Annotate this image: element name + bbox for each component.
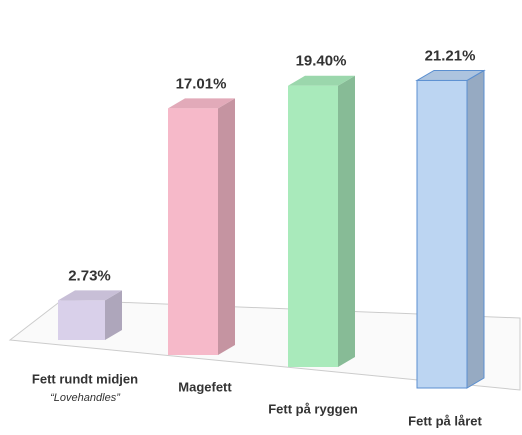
- bar-top: [168, 98, 235, 109]
- bar: [288, 75, 355, 367]
- value-label: 19.40%: [296, 53, 347, 70]
- bar-front: [288, 85, 338, 367]
- bar: [58, 290, 122, 340]
- value-label: 2.73%: [68, 267, 111, 284]
- bar: [168, 98, 235, 355]
- bar-side: [218, 98, 235, 355]
- category-label: Fett på låret: [408, 413, 482, 428]
- bar-top: [288, 75, 355, 86]
- bar: [415, 69, 486, 389]
- bar-side: [466, 69, 485, 389]
- bar-front: [58, 300, 105, 340]
- category-label: Fett på ryggen: [268, 401, 358, 416]
- bar-side: [338, 75, 355, 367]
- value-label: 17.01%: [176, 75, 227, 92]
- category-subtitle: “Lovehandles”: [50, 392, 121, 404]
- bar-side: [105, 290, 122, 340]
- bar-top: [58, 290, 122, 301]
- bar-front: [168, 108, 218, 355]
- category-label: Magefett: [178, 379, 232, 394]
- category-label: Fett rundt midjen: [32, 371, 138, 386]
- bar-front: [416, 79, 468, 389]
- floor: [8, 299, 521, 391]
- value-label: 21.21%: [425, 47, 476, 64]
